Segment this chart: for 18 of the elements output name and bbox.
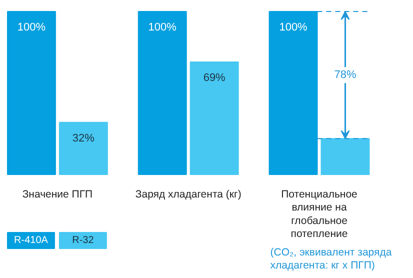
bar	[138, 11, 187, 175]
x-tick-label: Заряд хладагента (кг)	[135, 188, 242, 200]
text: (CO₂, эквивалент заряда хладагента: кг x ПГП)	[270, 246, 392, 272]
bar	[190, 62, 239, 175]
data-label: 69%	[203, 72, 226, 84]
x-tick-label: Потенциальное влияние на глобальное потепление	[281, 188, 358, 240]
data-label: 100%	[148, 22, 177, 34]
x-tick-label: Значение ПГП	[22, 188, 93, 200]
annotation: 78%	[334, 69, 356, 82]
text: R-32	[72, 235, 94, 246]
bar	[268, 11, 318, 175]
text: R-410A	[14, 235, 48, 246]
bar	[58, 122, 108, 175]
data-label: 100%	[17, 22, 46, 34]
bar	[6, 11, 56, 175]
data-label: 100%	[279, 22, 308, 34]
data-label: 32%	[72, 132, 95, 144]
bar	[320, 138, 370, 175]
